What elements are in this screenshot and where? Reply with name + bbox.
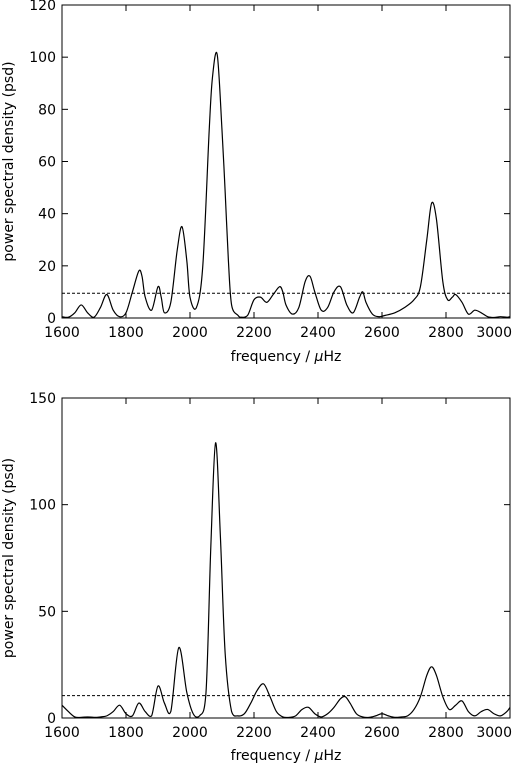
y-tick-label: 120	[29, 0, 56, 14]
y-tick-label: 0	[47, 711, 56, 727]
x-tick-label: 2400	[300, 325, 336, 341]
plot-frame	[61, 4, 511, 319]
plot-frame	[61, 397, 511, 719]
y-tick-label: 20	[38, 259, 56, 275]
y-tick-label: 100	[29, 498, 56, 514]
x-tick-label: 2200	[236, 725, 272, 741]
chart-top: 0 20 40 60 80 100 120 1600 1800 2000 2200 2400 2600…	[1, 0, 512, 365]
y-axis-label: power spectral density (psd)	[1, 61, 17, 261]
x-tick-label: 2800	[428, 725, 464, 741]
x-axis: 1600 1800 2000 2200 2400 2600 2800 3000	[44, 398, 512, 741]
x-tick-label: 3000	[476, 325, 512, 341]
x-tick-label: 1600	[44, 725, 80, 741]
y-tick-label: 60	[38, 155, 56, 171]
x-tick-label: 2600	[364, 325, 400, 341]
x-tick-label: 2400	[300, 725, 336, 741]
series-line	[61, 442, 511, 719]
y-tick-label: 50	[38, 604, 56, 620]
y-tick-label: 40	[38, 207, 56, 223]
x-tick-label: 1800	[108, 725, 144, 741]
y-axis: 0 50 100 150	[29, 391, 510, 727]
y-tick-label: 150	[29, 391, 56, 407]
y-tick-label: 0	[47, 311, 56, 327]
x-axis-label: frequency / μHz	[231, 748, 342, 764]
x-tick-label: 1600	[44, 325, 80, 341]
x-tick-label: 2600	[364, 725, 400, 741]
y-tick-label: 100	[29, 50, 56, 66]
x-axis: 1600 1800 2000 2200 2400 2600 2800 3000	[44, 5, 512, 341]
x-tick-label: 2200	[236, 325, 272, 341]
y-tick-label: 80	[38, 102, 56, 118]
x-tick-label: 2800	[428, 325, 464, 341]
y-axis-label: power spectral density (psd)	[1, 458, 17, 658]
y-axis: 0 20 40 60 80 100 120	[29, 0, 510, 327]
series-line	[61, 51, 511, 319]
x-tick-label: 3000	[476, 725, 512, 741]
x-tick-label: 2000	[172, 325, 208, 341]
x-axis-label: frequency / μHz	[231, 349, 342, 365]
chart-bottom: 0 50 100 150 1600 1800 2000 2200 2400 2600 2800 30…	[1, 391, 512, 764]
x-tick-label: 1800	[108, 325, 144, 341]
x-tick-label: 2000	[172, 725, 208, 741]
